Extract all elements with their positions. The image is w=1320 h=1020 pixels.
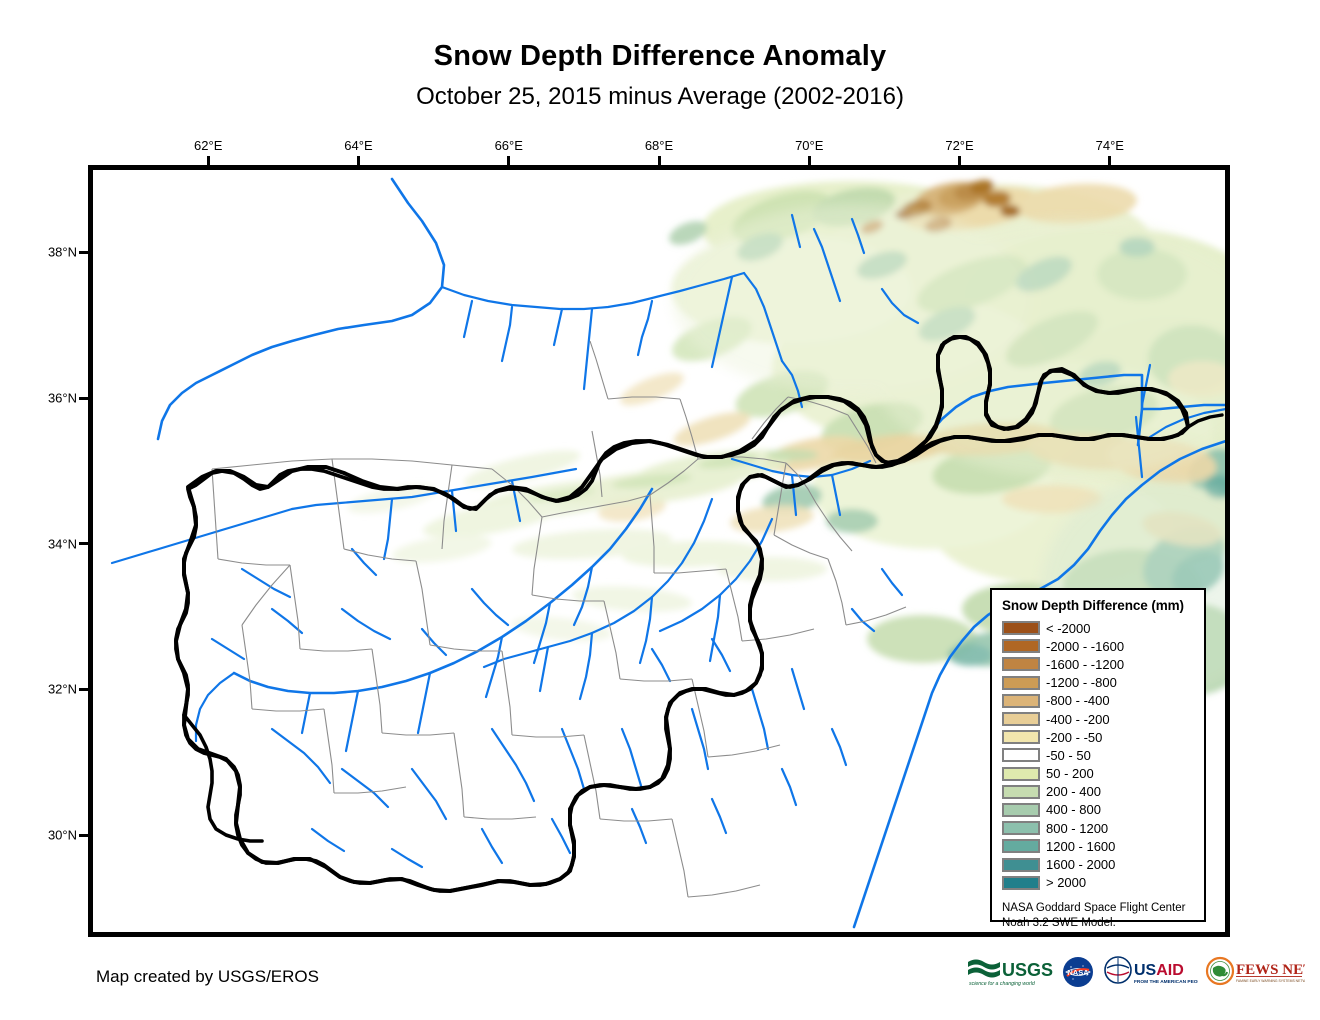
- afghanistan-outline: [174, 335, 1190, 893]
- latitude-tick: [79, 542, 88, 546]
- svg-text:USGS: USGS: [1002, 960, 1053, 980]
- legend-swatch: [1002, 639, 1040, 654]
- legend-row: -800 - -400: [1002, 692, 1204, 710]
- legend-row: -2000 - -1600: [1002, 637, 1204, 655]
- logo-strip: USGS science for a changing world NASA U…: [966, 952, 1305, 992]
- legend-row: -1600 - -1200: [1002, 655, 1204, 673]
- neighbor-borders-layer: [1186, 413, 1224, 429]
- legend-swatch: [1002, 839, 1040, 854]
- nasa-logo: NASA: [1063, 957, 1093, 987]
- legend-label: -2000 - -1600: [1046, 638, 1125, 654]
- legend-swatch: [1002, 712, 1040, 727]
- legend-label: -50 - 50: [1046, 747, 1091, 763]
- longitude-tick: [507, 156, 511, 165]
- page-title: Snow Depth Difference Anomaly: [433, 40, 887, 72]
- latitude-tick: [79, 687, 88, 691]
- usgs-logo: USGS science for a changing world: [968, 959, 1053, 987]
- longitude-label: 64°E: [344, 138, 373, 153]
- latitude-label: 38°N: [47, 244, 77, 260]
- legend-label: < -2000: [1046, 620, 1091, 636]
- legend-label: 50 - 200: [1046, 766, 1094, 782]
- legend-swatch: [1002, 693, 1040, 708]
- legend-credit-line-2: Noah 3.2 SWE Model.: [1002, 916, 1116, 929]
- longitude-tick: [206, 156, 210, 165]
- legend-row: -200 - -50: [1002, 728, 1204, 746]
- legend-row: 50 - 200: [1002, 765, 1204, 783]
- legend-swatch: [1002, 766, 1040, 781]
- legend-swatch: [1002, 675, 1040, 690]
- legend-swatch: [1002, 821, 1040, 836]
- legend-row: 1200 - 1600: [1002, 837, 1204, 855]
- legend-items: < -2000 -2000 - -1600 -1600 - -1200 -1200 -…: [1002, 619, 1204, 892]
- legend-swatch: [1002, 730, 1040, 745]
- latitude-label: 36°N: [47, 390, 77, 406]
- latitude-tick: [79, 250, 88, 254]
- latitude-label: 30°N: [47, 827, 77, 843]
- svg-text:FAMINE EARLY WARNING SYSTEMS N: FAMINE EARLY WARNING SYSTEMS NETWORK: [1236, 979, 1305, 983]
- svg-text:USAID: USAID: [1134, 962, 1184, 979]
- legend-swatch: [1002, 748, 1040, 763]
- legend-label: 200 - 400: [1046, 784, 1101, 800]
- legend-swatch: [1002, 802, 1040, 817]
- longitude-label: 66°E: [494, 138, 523, 153]
- legend-swatch: [1002, 784, 1040, 799]
- legend-row: 1600 - 2000: [1002, 855, 1204, 873]
- longitude-label: 62°E: [194, 138, 223, 153]
- legend-label: 1200 - 1600: [1046, 838, 1116, 854]
- legend-row: -50 - 50: [1002, 746, 1204, 764]
- legend-label: -800 - -400: [1046, 693, 1110, 709]
- legend-row: 200 - 400: [1002, 783, 1204, 801]
- svg-text:FROM THE AMERICAN PEOPLE: FROM THE AMERICAN PEOPLE: [1134, 979, 1198, 985]
- legend-label: 1600 - 2000: [1046, 857, 1116, 873]
- legend-row: < -2000: [1002, 619, 1204, 637]
- longitude-label: 74°E: [1095, 138, 1124, 153]
- legend-label: -200 - -50: [1046, 729, 1103, 745]
- legend-swatch: [1002, 875, 1040, 890]
- fewsnet-logo: FEWS NET FAMINE EARLY WARNING SYSTEMS NE…: [1205, 956, 1305, 986]
- legend-label: -1200 - -800: [1046, 675, 1117, 691]
- legend-label: 400 - 800: [1046, 802, 1101, 818]
- svg-text:science for a changing world: science for a changing world: [969, 981, 1036, 987]
- legend-row: 800 - 1200: [1002, 819, 1204, 837]
- longitude-tick: [958, 156, 962, 165]
- latitude-label: 34°N: [47, 536, 77, 552]
- legend-row: -400 - -200: [1002, 710, 1204, 728]
- legend-row: -1200 - -800: [1002, 674, 1204, 692]
- legend-credit: NASA Goddard Space Flight Center Noah 3.…: [1002, 901, 1204, 930]
- legend-label: > 2000: [1046, 875, 1087, 891]
- legend-swatch: [1002, 857, 1040, 872]
- legend-row: > 2000: [1002, 874, 1204, 892]
- map-credit: Map created by USGS/EROS: [96, 967, 319, 986]
- svg-text:FEWS NET: FEWS NET: [1236, 962, 1305, 978]
- page-subtitle: October 25, 2015 minus Average (2002-201…: [416, 83, 904, 110]
- rivers-layer: [110, 177, 1226, 929]
- latitude-label: 32°N: [47, 681, 77, 697]
- longitude-tick: [807, 156, 811, 165]
- legend-credit-line-1: NASA Goddard Space Flight Center: [1002, 901, 1186, 914]
- legend-swatch: [1002, 657, 1040, 672]
- svg-text:NASA: NASA: [1067, 968, 1089, 977]
- longitude-tick: [356, 156, 360, 165]
- legend-swatch: [1002, 621, 1040, 636]
- legend-label: -1600 - -1200: [1046, 656, 1125, 672]
- longitude-tick: [657, 156, 661, 165]
- longitude-label: 70°E: [795, 138, 824, 153]
- usaid-logo: USAID FROM THE AMERICAN PEOPLE: [1104, 956, 1198, 985]
- map-canvas: [92, 169, 1226, 933]
- longitude-tick: [1108, 156, 1112, 165]
- province-boundaries-layer: [211, 340, 907, 898]
- map-frame: [88, 165, 1230, 937]
- legend-row: 400 - 800: [1002, 801, 1204, 819]
- latitude-tick: [79, 396, 88, 400]
- latitude-tick: [79, 833, 88, 837]
- map-legend: Snow Depth Difference (mm) < -2000 -2000 …: [990, 588, 1206, 929]
- longitude-label: 72°E: [945, 138, 974, 153]
- legend-title: Snow Depth Difference (mm): [1002, 598, 1184, 613]
- longitude-label: 68°E: [644, 138, 674, 153]
- legend-label: 800 - 1200: [1046, 820, 1109, 836]
- legend-label: -400 - -200: [1046, 711, 1110, 727]
